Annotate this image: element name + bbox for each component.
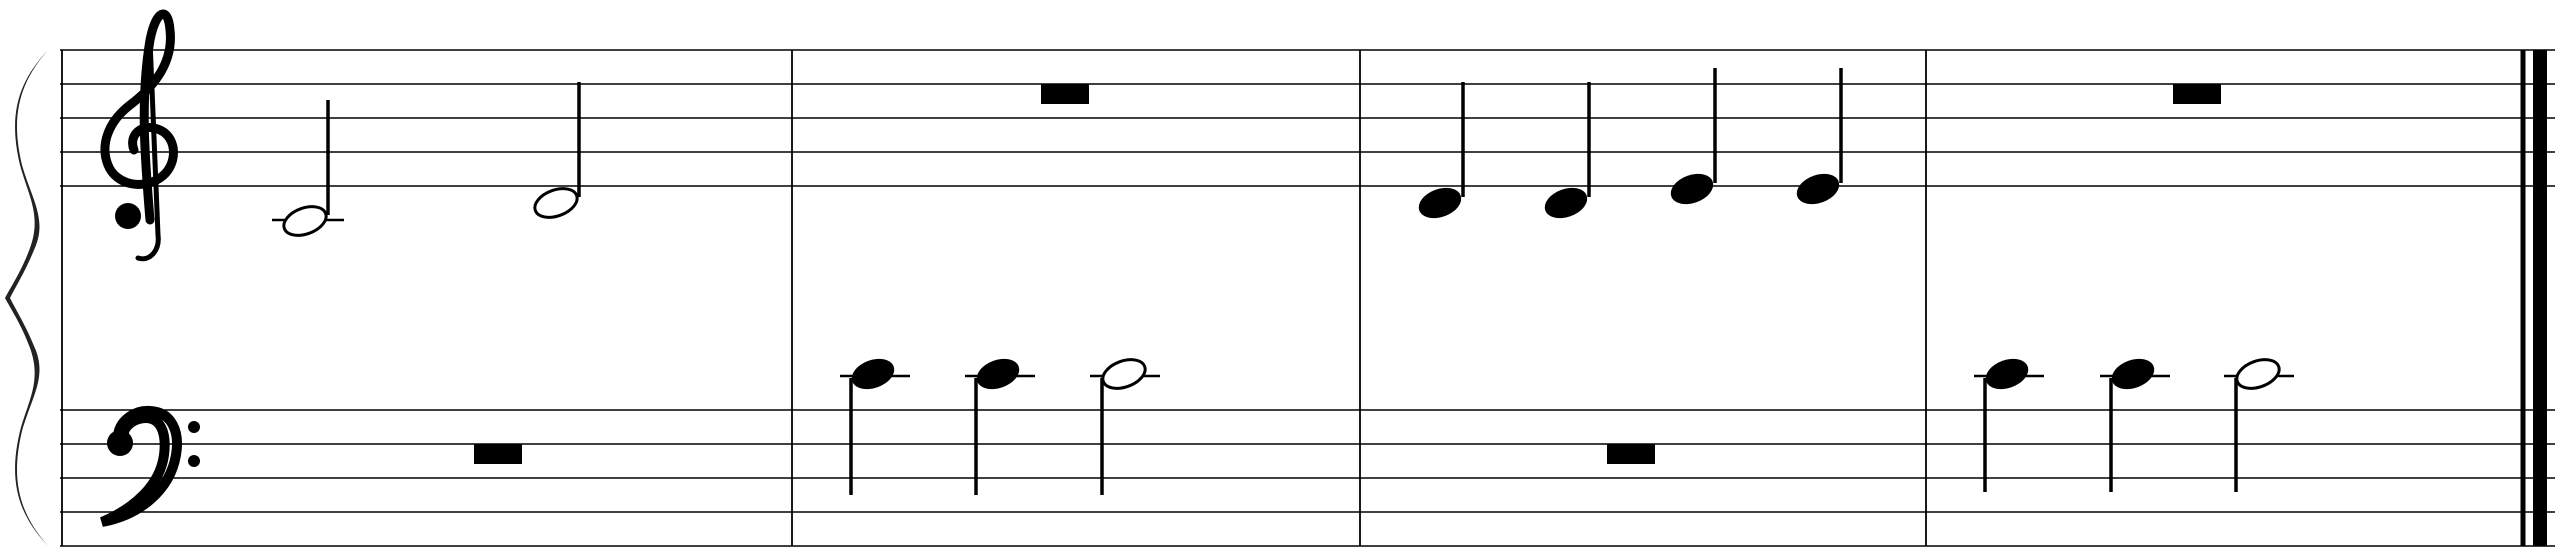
note [840, 358, 910, 495]
bass-staff [60, 409, 2555, 547]
note [965, 358, 1035, 495]
note [1796, 68, 1843, 205]
half-rest [2173, 84, 2221, 104]
note [272, 100, 344, 237]
half-rest [474, 444, 522, 464]
half-rest [1041, 84, 1089, 104]
note [1418, 82, 1465, 219]
note [533, 82, 581, 219]
treble-clef-icon [100, 9, 178, 262]
note [1974, 358, 2044, 492]
grand-staff-brace [5, 50, 48, 546]
note [1670, 68, 1717, 205]
treble-staff [60, 49, 2555, 187]
half-rest [1607, 444, 1655, 464]
bass-clef-icon [100, 405, 200, 527]
final-barline [2520, 50, 2547, 546]
note [2100, 358, 2170, 492]
note [2224, 358, 2294, 492]
note [1544, 82, 1591, 219]
note [1090, 358, 1160, 495]
